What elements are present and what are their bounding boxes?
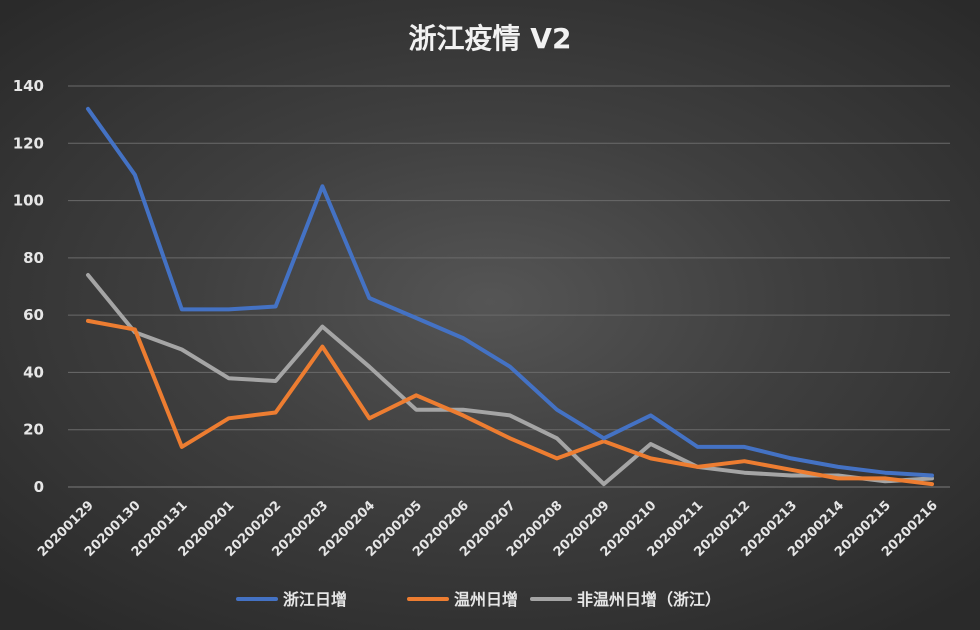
y-tick-label: 60 — [23, 306, 44, 324]
legend-label: 非温州日增（浙江） — [577, 590, 721, 609]
chart-title: 浙江疫情 V2 — [409, 22, 572, 55]
y-axis-ticks: 0 20 40 60 80 100 120 140 — [13, 77, 44, 496]
y-tick-label: 120 — [13, 134, 44, 152]
series-line-0 — [86, 106, 934, 478]
legend-label: 浙江日增 — [283, 590, 347, 609]
legend-label: 温州日增 — [453, 590, 518, 609]
y-tick-label: 20 — [23, 421, 44, 439]
grid-lines — [68, 85, 950, 488]
y-tick-label: 80 — [23, 249, 44, 267]
y-tick-label: 140 — [13, 77, 44, 95]
series-line-1 — [86, 318, 934, 487]
series-lines — [86, 106, 934, 487]
series-line-2 — [86, 273, 934, 487]
legend: 浙江日增 温州日增 非温州日增（浙江） — [236, 590, 721, 609]
y-tick-label: 0 — [34, 478, 44, 496]
x-axis-ticks: 2020012920200130202001312020020120200202… — [35, 498, 941, 560]
y-tick-label: 40 — [23, 363, 44, 381]
y-tick-label: 100 — [13, 192, 44, 210]
